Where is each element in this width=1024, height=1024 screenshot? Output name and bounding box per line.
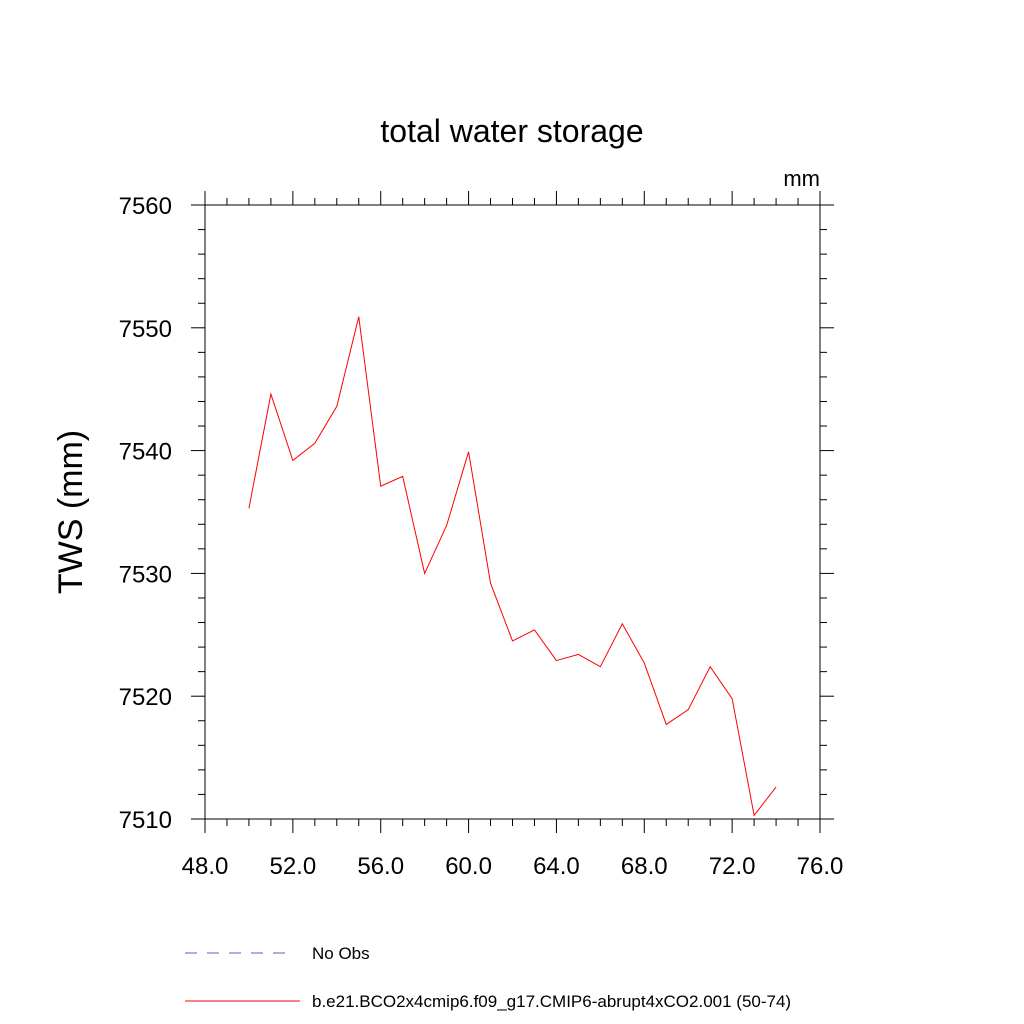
x-tick-label: 60.0 <box>445 853 492 880</box>
plot-frame <box>204 204 821 820</box>
x-tick-label: 68.0 <box>621 853 668 880</box>
y-tick-label: 7550 <box>119 316 172 343</box>
series-line-1 <box>248 316 777 817</box>
x-tick-label: 48.0 <box>182 853 229 880</box>
units-label: mm <box>783 166 820 191</box>
y-axis-label: TWS (mm) <box>52 430 90 594</box>
legend-label-no-obs: No Obs <box>312 944 370 963</box>
y-tick-label: 7540 <box>119 439 172 466</box>
y-tick-label: 7510 <box>119 807 172 834</box>
x-tick-label: 56.0 <box>357 853 404 880</box>
x-tick-label: 76.0 <box>797 853 844 880</box>
y-tick-label: 7560 <box>119 193 172 220</box>
legend-label-model-run: b.e21.BCO2x4cmip6.f09_g17.CMIP6-abrupt4x… <box>312 992 791 1011</box>
y-tick-label: 7520 <box>119 684 172 711</box>
x-tick-label: 52.0 <box>269 853 316 880</box>
series-lines <box>248 316 777 817</box>
legend: No Obs b.e21.BCO2x4cmip6.f09_g17.CMIP6-a… <box>185 944 791 1011</box>
y-tick-labels: 7510 7520 7530 7540 7550 7560 <box>119 193 172 834</box>
x-tick-label: 64.0 <box>533 853 580 880</box>
y-tick-label: 7530 <box>119 561 172 588</box>
x-tick-labels: 48.0 52.0 56.0 60.0 64.0 68.0 72.0 76.0 <box>182 853 844 880</box>
x-tick-label: 72.0 <box>709 853 756 880</box>
minor-ticks <box>198 198 827 826</box>
chart-title: total water storage <box>380 113 643 149</box>
major-ticks <box>191 191 834 833</box>
